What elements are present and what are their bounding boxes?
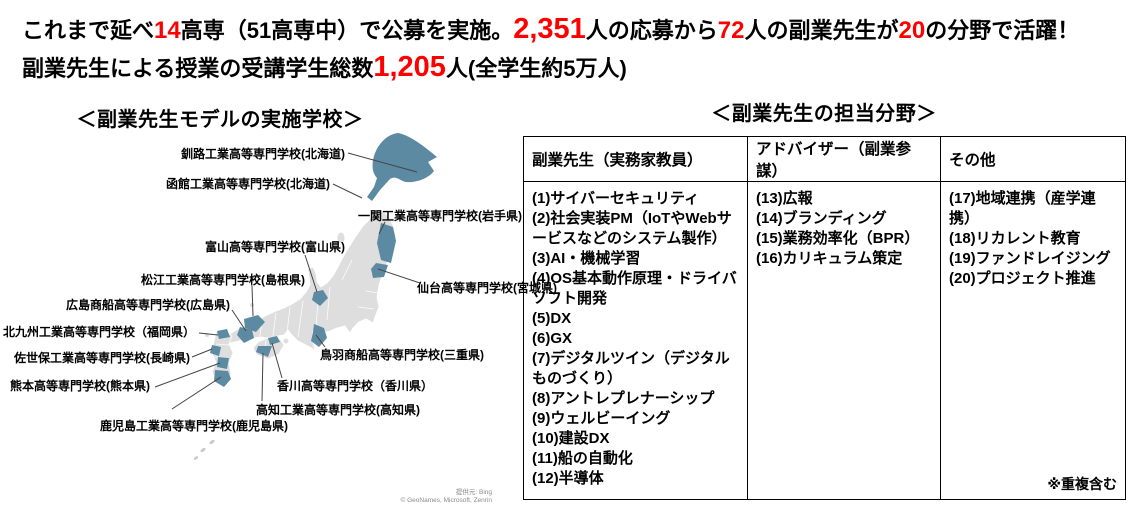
field-item: (4)OS基本動作原理・ドライバソフト開発 (532, 270, 737, 307)
headline-text: 人の応募から (585, 18, 718, 43)
map-section-title: ＜副業先生モデルの実施学校＞ (76, 109, 364, 131)
headline: これまで延べ14高専（51高専中）で公募を実施。2,351人の応募から72人の副… (22, 10, 1132, 86)
column-header-teachers: 副業先生（実務家教員） (523, 136, 748, 182)
field-item: (11)船の自動化 (532, 450, 633, 467)
map-section: ＜副業先生モデルの実施学校＞ 釧路工業高等専門学校(北海道) 函館工業高等専門学… (0, 95, 557, 523)
leader-lines (154, 152, 421, 410)
awaji-island (283, 338, 289, 344)
table-section-title: ＜副業先生の担当分野＞ (711, 103, 937, 125)
field-item: (2)社会実装PM（IoTやWebサービスなどのシステム製作） (532, 210, 732, 247)
field-item: (1)サイバーセキュリティ (532, 190, 700, 207)
fields-table-body-row: (1)サイバーセキュリティ (2)社会実装PM（IoTやWebサービスなどのシス… (523, 181, 1126, 500)
field-item: (17)地域連携（産学連携） (949, 190, 1096, 227)
headline-text: これまで延べ (22, 18, 155, 43)
headline-text: の分野で活躍！ (925, 18, 1080, 43)
column-header-others: その他 (940, 136, 1126, 182)
field-item: (6)GX (532, 330, 573, 347)
column-header-advisors: アドバイザー（副業参謀） (747, 136, 941, 182)
field-item: (3)AI・機械学習 (532, 250, 641, 267)
iwate-highlight (377, 223, 396, 263)
headline-text: 人(全学生約5万人) (445, 56, 627, 81)
field-item: (15)業務効率化（BPR） (756, 230, 920, 247)
japan-map (154, 133, 437, 460)
headline-line1: これまで延べ14高専（51高専中）で公募を実施。2,351人の応募から72人の副… (22, 10, 1132, 48)
stat-fields: 20 (898, 17, 926, 44)
stat-students: 1,205 (373, 51, 446, 83)
field-item: (8)アントレプレナーシップ (532, 390, 715, 407)
headline-text: 人の副業先生が (744, 18, 899, 43)
stat-teachers: 72 (717, 17, 745, 44)
field-item: (20)プロジェクト推進 (949, 270, 1096, 287)
fields-table-header-row: 副業先生（実務家教員） アドバイザー（副業参謀） その他 (523, 136, 1126, 182)
hokkaido-highlight (367, 133, 437, 201)
kagoshima-highlight (214, 370, 231, 387)
southwest-island (200, 447, 206, 453)
stat-applicants: 2,351 (513, 13, 586, 45)
headline-line2: 副業先生による授業の受講学生総数1,205人(全学生約5万人) (22, 48, 1132, 86)
field-item: (7)デジタルツイン（デジタルものづくり） (532, 350, 730, 387)
others-fields-cell: (17)地域連携（産学連携） (18)リカレント教育 (19)ファンドレイジング… (940, 181, 1126, 500)
southwest-island (193, 456, 199, 460)
map-attribution: 提供元: Bing © GeoNames, Microsoft, Zenrin (401, 489, 492, 505)
field-item: (10)建設DX (532, 430, 610, 447)
mie-highlight (311, 324, 327, 347)
duplicates-footnote: ※重複含む (1047, 476, 1117, 492)
fields-table: 副業先生（実務家教員） アドバイザー（副業参謀） その他 (1)サイバーセキュリ… (523, 136, 1126, 500)
map-label-kochi: 高知工業高等専門学校(高知県) (256, 403, 420, 417)
field-item: (12)半導体 (532, 470, 604, 487)
map-label-matsue: 松江工業高等専門学校(島根県) (141, 273, 305, 287)
field-item: (5)DX (532, 310, 572, 327)
field-item: (14)ブランディング (756, 210, 887, 227)
map-label-kagoshima: 鹿児島工業高等専門学校(鹿児島県) (100, 419, 288, 433)
stat-kosen-count: 14 (154, 17, 181, 44)
map-attribution-source: 提供元: Bing (455, 489, 492, 496)
map-label-kushiro: 釧路工業高等専門学校(北海道) (181, 147, 345, 161)
headline-text: 高専（51高専中）で公募を実施。 (180, 18, 514, 43)
kagawa-highlight (268, 336, 280, 345)
miyagi-highlight (371, 263, 388, 278)
fukuoka-highlight (217, 329, 230, 339)
field-item: (19)ファンドレイジング (949, 250, 1111, 267)
kochi-highlight (256, 346, 272, 357)
map-label-sasebo: 佐世保工業高等専門学校(長崎県) (14, 351, 190, 365)
highlighted-prefectures (210, 223, 396, 387)
shimane-highlight (244, 315, 265, 332)
field-item: (13)広報 (756, 190, 813, 207)
field-item: (16)カリキュラム策定 (756, 250, 903, 267)
map-label-sendai: 仙台高等専門学校(宮城県) (417, 281, 557, 295)
map-label-hiroshima: 広島商船高等専門学校(広島県) (66, 298, 230, 312)
hiroshima-highlight (237, 327, 254, 343)
kumamoto-highlight (217, 357, 229, 369)
map-label-kagawa: 香川高等専門学校（香川県） (277, 379, 434, 393)
field-item: (9)ウェルビーイング (532, 410, 671, 427)
oki-island (250, 303, 254, 307)
advisors-fields-cell: (13)広報 (14)ブランディング (15)業務効率化（BPR） (16)カリ… (747, 181, 941, 500)
teachers-fields-cell: (1)サイバーセキュリティ (2)社会実装PM（IoTやWebサービスなどのシス… (523, 181, 748, 500)
map-label-hakodate: 函館工業高等専門学校(北海道) (166, 177, 330, 191)
sado-island (337, 232, 345, 244)
nagasaki-highlight (210, 345, 221, 356)
southwest-island (209, 439, 215, 445)
map-label-kumamoto: 熊本高等専門学校(熊本県) (10, 379, 150, 393)
map-label-toba: 鳥羽商船高等専門学校(三重県) (320, 348, 484, 362)
field-item: (18)リカレント教育 (949, 230, 1081, 247)
toyama-highlight (312, 290, 328, 306)
map-attribution-copyright: © GeoNames, Microsoft, Zenrin (400, 497, 492, 504)
map-label-ichinoseki: 一関工業高等専門学校(岩手県) (358, 209, 522, 223)
map-label-kitakyushu: 北九州工業高等専門学校（福岡県） (2, 325, 195, 339)
headline-text: 副業先生による授業の受講学生総数 (22, 56, 374, 81)
map-label-toyama: 富山高等専門学校(富山県) (205, 240, 345, 254)
